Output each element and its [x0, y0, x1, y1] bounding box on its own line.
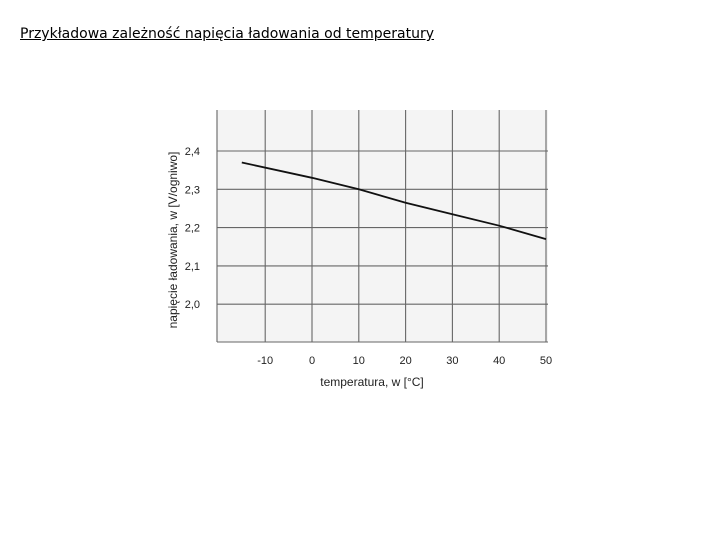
x-tick-label: 30 [446, 355, 458, 367]
x-tick-label: 50 [540, 355, 552, 367]
y-tick-labels: 2,0 2,1 2,2 2,3 2,4 [185, 146, 200, 311]
y-tick-label: 2,2 [185, 223, 200, 235]
x-tick-label: 10 [353, 355, 365, 367]
slide-title: Przykładowa zależność napięcia ładowania… [20, 26, 435, 42]
y-axis-title: napięcie ładowania, w [V/ogniwo] [166, 152, 180, 329]
series-group [241, 161, 547, 240]
series-line [241, 161, 547, 240]
x-axis-title: temperatura, w [°C] [320, 375, 424, 389]
y-tick-label: 2,0 [185, 299, 200, 311]
y-tick-label: 2,1 [185, 261, 200, 273]
x-tick-label: 40 [493, 355, 505, 367]
x-tick-label: 20 [399, 355, 411, 367]
plot-area [217, 110, 548, 342]
y-tick-label: 2,4 [185, 146, 200, 158]
x-tick-label: 0 [309, 355, 315, 367]
x-tick-labels: -10 0 10 20 30 40 50 [257, 355, 552, 367]
x-tick-label: -10 [257, 355, 273, 367]
y-tick-label: 2,3 [185, 184, 200, 196]
